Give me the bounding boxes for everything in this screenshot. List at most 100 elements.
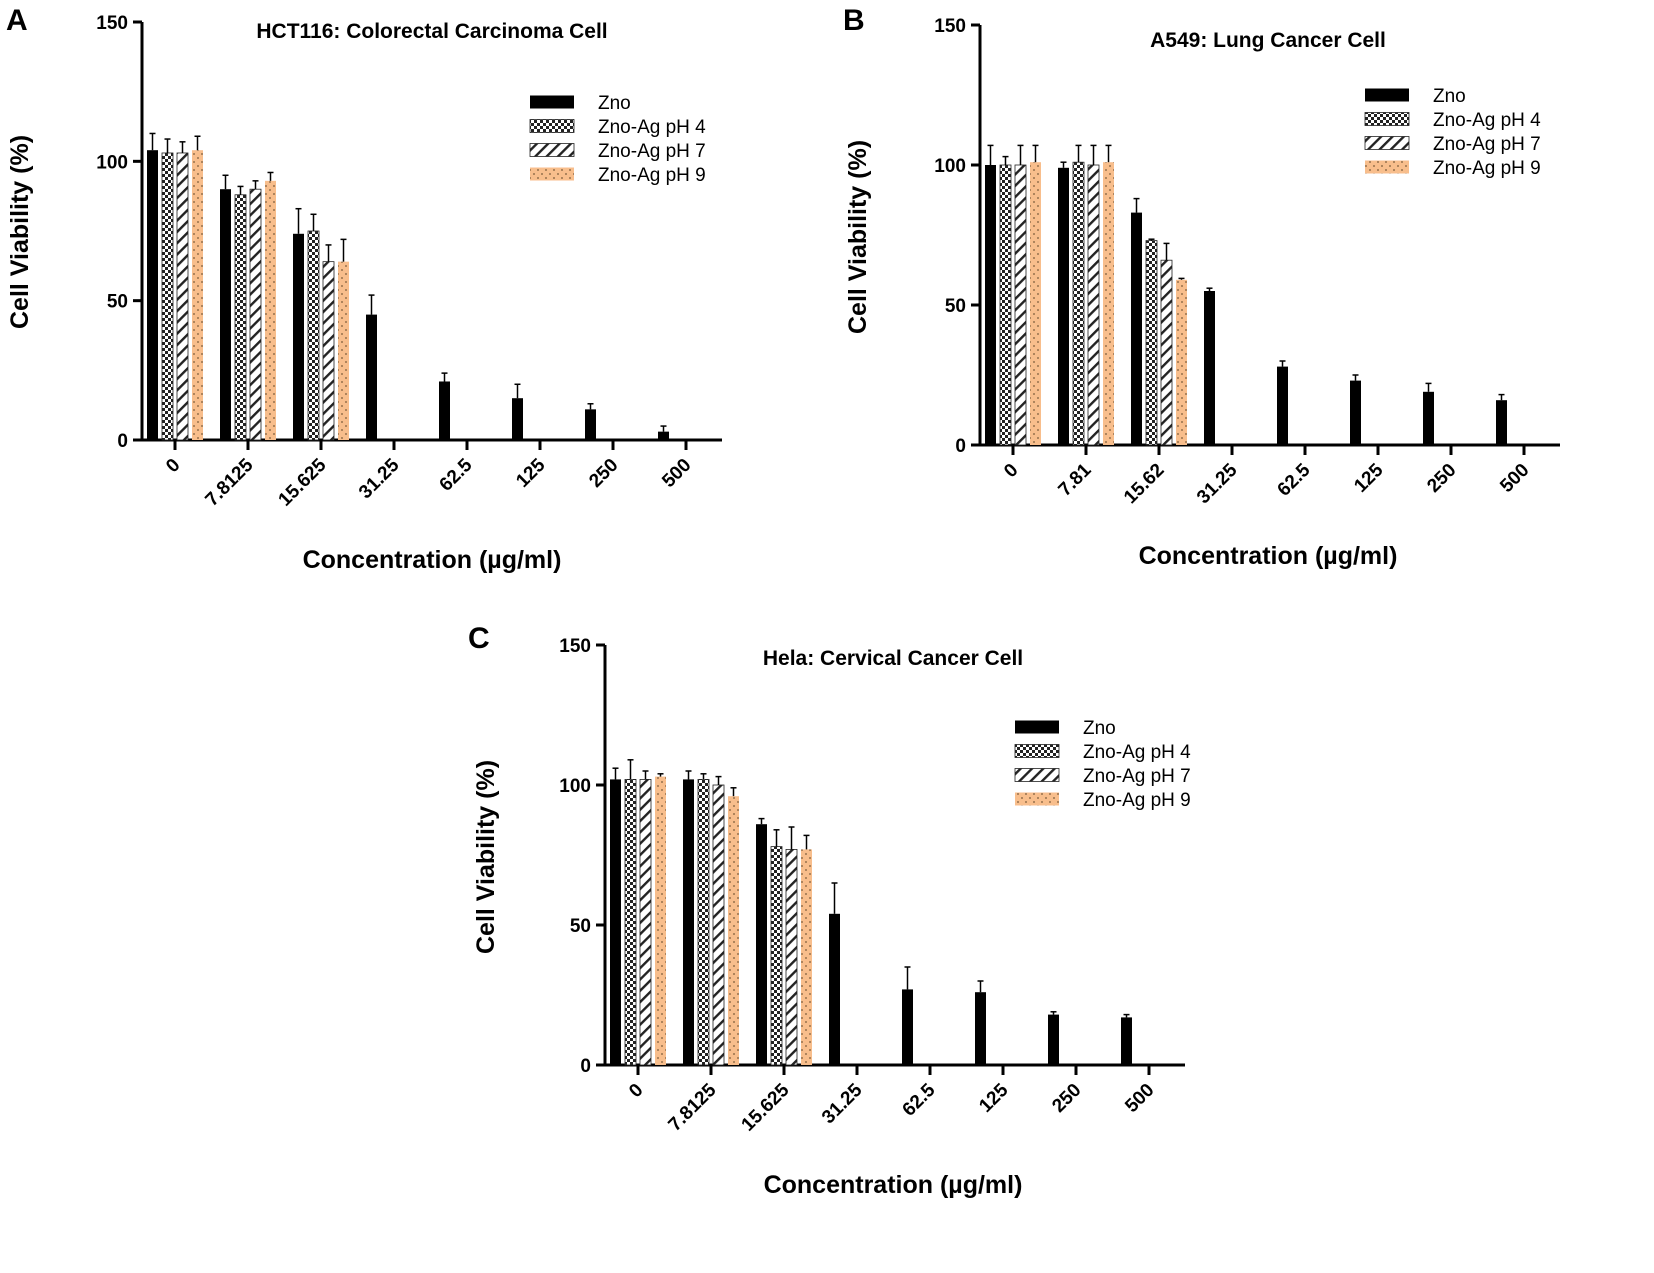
bar xyxy=(801,849,812,1065)
legend-swatch xyxy=(529,143,575,157)
y-tick-label: 100 xyxy=(96,152,128,173)
legend-label: Zno-Ag pH 7 xyxy=(1083,766,1191,787)
legend-label: Zno-Ag pH 4 xyxy=(1433,110,1541,131)
bar xyxy=(307,230,320,441)
y-tick-label: 50 xyxy=(945,296,966,317)
y-tick-label: 50 xyxy=(570,916,591,937)
bar xyxy=(293,233,304,440)
bar xyxy=(161,152,174,441)
bar xyxy=(712,784,725,1066)
legend-swatch xyxy=(530,95,574,109)
panel-letter-c: C xyxy=(468,622,490,655)
bar xyxy=(1176,279,1187,445)
legend-swatch xyxy=(1364,136,1410,150)
legend: Zno Zno-Ag pH 4 Zno-Ag pH 7 Zno-Ag pH 9 xyxy=(1364,86,1541,179)
bar xyxy=(770,846,783,1066)
legend-swatch xyxy=(529,119,575,133)
bar xyxy=(1350,380,1361,445)
chart-title: Hela: Cervical Cancer Cell xyxy=(763,647,1023,670)
legend-swatch xyxy=(1014,744,1060,758)
legend-swatch xyxy=(530,167,574,181)
x-tick-label: 0 xyxy=(1000,460,1022,482)
x-tick-label: 500 xyxy=(1496,460,1533,497)
bar xyxy=(1121,1017,1132,1065)
bar xyxy=(624,779,637,1066)
x-tick-label: 250 xyxy=(1423,460,1460,497)
y-tick-label: 150 xyxy=(559,636,591,657)
y-tick-label: 100 xyxy=(559,776,591,797)
bar xyxy=(1058,167,1069,446)
y-tick-label: 50 xyxy=(107,292,128,313)
bar xyxy=(265,180,276,440)
bar xyxy=(1496,400,1507,445)
bar xyxy=(220,189,231,440)
legend-label: Zno-Ag pH 9 xyxy=(598,165,706,186)
plot-area: 0 50 100 150 0 7.8125 15.625 31.25 62.5 125 250 500 xyxy=(96,13,722,511)
bar xyxy=(1048,1014,1059,1065)
x-tick-label: 7.8125 xyxy=(665,1079,721,1135)
x-tick-label: 250 xyxy=(585,455,622,492)
x-tick-label: 15.62 xyxy=(1120,460,1168,508)
bar xyxy=(1160,259,1173,446)
legend-swatch xyxy=(1015,720,1059,734)
x-axis-title: Concentration (µg/ml) xyxy=(303,546,562,574)
x-tick-label: 500 xyxy=(1121,1080,1158,1117)
legend-label: Zno xyxy=(1083,718,1116,739)
bar xyxy=(985,165,996,445)
bar xyxy=(176,152,189,441)
legend-swatch xyxy=(1365,160,1409,174)
x-tick-label: 7.8125 xyxy=(202,454,258,510)
y-axis-title: Cell Viability (%) xyxy=(472,760,500,954)
y-axis-title: Cell Viability (%) xyxy=(6,135,34,329)
panel-letter-b: B xyxy=(843,4,865,37)
x-tick-label: 0 xyxy=(162,455,184,477)
x-tick-label: 31.25 xyxy=(818,1079,867,1128)
x-tick-label: 125 xyxy=(975,1079,1013,1117)
x-tick-label: 125 xyxy=(512,454,550,492)
bar xyxy=(192,150,203,441)
x-axis-title: Concentration (µg/ml) xyxy=(1139,542,1398,570)
legend-swatch xyxy=(1365,88,1409,102)
bar xyxy=(1277,366,1288,445)
chart-title: HCT116: Colorectal Carcinoma Cell xyxy=(256,20,607,43)
bar xyxy=(1423,391,1434,445)
bar xyxy=(1087,164,1100,446)
y-tick-label: 0 xyxy=(580,1056,591,1077)
bar xyxy=(785,849,798,1066)
panel-letter-a: A xyxy=(6,4,28,37)
y-tick-label: 150 xyxy=(96,13,128,34)
chart-panel-a: A HCT116: Colorectal Carcinoma Cell Conc… xyxy=(6,4,722,574)
chart-title: A549: Lung Cancer Cell xyxy=(1150,29,1386,52)
legend-label: Zno-Ag pH 7 xyxy=(1433,134,1541,155)
bar xyxy=(655,776,666,1065)
bar xyxy=(639,779,652,1066)
legend-label: Zno-Ag pH 9 xyxy=(1433,158,1541,179)
bar xyxy=(439,381,450,440)
bar xyxy=(1145,240,1158,446)
x-tick-label: 62.5 xyxy=(899,1079,940,1120)
x-tick-label: 0 xyxy=(625,1080,647,1102)
bar xyxy=(683,779,694,1065)
bar xyxy=(147,150,158,441)
bar xyxy=(1014,164,1027,446)
bar xyxy=(585,409,596,440)
bar xyxy=(829,913,840,1065)
x-axis-title: Concentration (µg/ml) xyxy=(764,1171,1023,1199)
y-axis-title: Cell Viability (%) xyxy=(844,140,872,334)
x-tick-label: 62.5 xyxy=(1274,459,1315,500)
x-tick-label: 15.625 xyxy=(275,454,331,510)
x-tick-label: 125 xyxy=(1350,459,1388,497)
bar xyxy=(1131,212,1142,445)
x-tick-label: 250 xyxy=(1048,1080,1085,1117)
plot-area: 0 50 100 150 0 7.81 15.62 31.25 62.5 125 250 500 xyxy=(934,16,1560,508)
y-tick-label: 150 xyxy=(934,16,966,37)
bar xyxy=(1030,162,1041,445)
legend-swatch xyxy=(1364,112,1410,126)
bar xyxy=(902,989,913,1065)
bar xyxy=(697,779,710,1066)
legend-label: Zno xyxy=(598,93,631,114)
bar xyxy=(999,164,1012,446)
y-tick-label: 100 xyxy=(934,156,966,177)
legend-label: Zno xyxy=(1433,86,1466,107)
bar xyxy=(756,824,767,1065)
